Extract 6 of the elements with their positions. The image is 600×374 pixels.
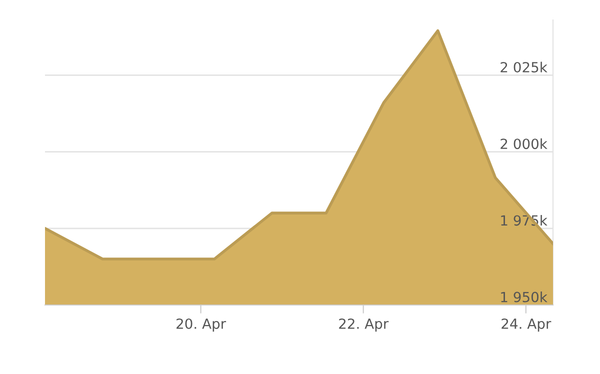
x-tick-label: 24. Apr	[502, 318, 552, 332]
x-tick-label: 22. Apr	[339, 318, 389, 332]
y-tick-label: 2 025k	[500, 62, 548, 72]
x-tick-label: 20. Apr	[176, 318, 226, 332]
y-tick-label: 2 000k	[500, 138, 548, 150]
y-tick-label: 1 950k	[501, 292, 548, 302]
